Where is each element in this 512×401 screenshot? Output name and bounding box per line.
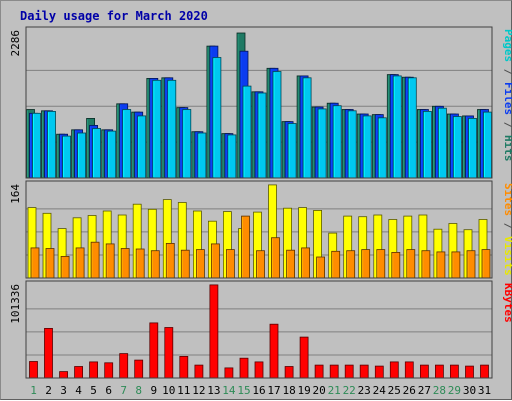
panel-top-series-legend: Pages / Files / Hits — [502, 29, 512, 162]
x-tick-label-day-2: 2 — [45, 384, 52, 397]
x-tick-label-day-25: 25 — [388, 384, 401, 397]
legend-label-0: Pages — [502, 29, 512, 62]
panel-top-border — [25, 26, 493, 179]
legend-label-3: / — [502, 115, 512, 135]
x-tick-label-day-31: 31 — [478, 384, 491, 397]
panel-middle-ymax-label: 164 — [9, 184, 22, 204]
x-tick-label-day-17: 17 — [267, 384, 280, 397]
x-tick-label-day-7: 7 — [120, 384, 127, 397]
x-tick-label-day-21: 21 — [328, 384, 341, 397]
x-tick-label-day-29: 29 — [448, 384, 461, 397]
chart-title: Daily usage for March 2020 — [20, 9, 208, 23]
legend-label-1: / — [502, 216, 512, 236]
x-tick-label-day-19: 19 — [297, 384, 310, 397]
panel-middle-border — [25, 180, 493, 279]
x-tick-label-day-30: 30 — [463, 384, 476, 397]
x-tick-label-day-18: 18 — [282, 384, 295, 397]
panel-bottom-series-legend: KBytes — [502, 283, 512, 323]
x-tick-label-day-5: 5 — [90, 384, 97, 397]
panel-bottom: 101336 KBytes — [9, 280, 512, 379]
x-tick-label-day-28: 28 — [433, 384, 446, 397]
legend-label-2: Files — [502, 82, 512, 115]
x-tick-label-day-9: 9 — [150, 384, 157, 397]
x-tick-label-day-1: 1 — [30, 384, 37, 397]
panel-middle: 164 Sites / Visits — [9, 180, 512, 279]
x-tick-label-day-15: 15 — [237, 384, 250, 397]
x-tick-label-day-20: 20 — [312, 384, 325, 397]
x-tick-label-day-16: 16 — [252, 384, 265, 397]
x-tick-label-day-8: 8 — [135, 384, 142, 397]
panel-bottom-border — [25, 280, 493, 379]
x-tick-label-day-12: 12 — [192, 384, 205, 397]
x-tick-label-day-22: 22 — [343, 384, 356, 397]
legend-label-0: KBytes — [502, 283, 512, 323]
panel-middle-series-legend: Sites / Visits — [502, 183, 512, 276]
panel-top-ymax-label: 2286 — [9, 30, 22, 57]
x-tick-label-day-6: 6 — [105, 384, 112, 397]
panel-top: 2286 Pages / Files / Hits — [9, 26, 512, 179]
x-tick-label-day-4: 4 — [75, 384, 82, 397]
x-tick-label-day-26: 26 — [403, 384, 416, 397]
x-tick-label-day-10: 10 — [162, 384, 175, 397]
legend-label-1: / — [502, 62, 512, 82]
x-tick-label-day-11: 11 — [177, 384, 190, 397]
panel-bottom-ymax-label: 101336 — [9, 284, 22, 324]
x-tick-label-day-14: 14 — [222, 384, 236, 397]
x-tick-label-day-27: 27 — [418, 384, 431, 397]
x-tick-label-day-24: 24 — [373, 384, 387, 397]
legend-label-2: Visits — [502, 236, 512, 276]
legend-label-0: Sites — [502, 183, 512, 216]
x-tick-label-day-3: 3 — [60, 384, 67, 397]
x-tick-label-day-13: 13 — [207, 384, 220, 397]
x-tick-label-day-23: 23 — [358, 384, 371, 397]
legend-label-4: Hits — [502, 135, 512, 162]
